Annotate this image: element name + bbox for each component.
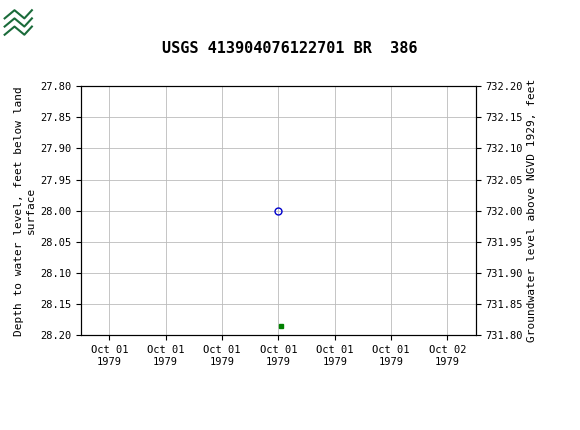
Y-axis label: Depth to water level, feet below land
surface: Depth to water level, feet below land su…	[14, 86, 36, 335]
Text: USGS: USGS	[70, 10, 138, 31]
Y-axis label: Groundwater level above NGVD 1929, feet: Groundwater level above NGVD 1929, feet	[527, 79, 537, 342]
Text: USGS 413904076122701 BR  386: USGS 413904076122701 BR 386	[162, 41, 418, 56]
Bar	[3, 3, 61, 37]
